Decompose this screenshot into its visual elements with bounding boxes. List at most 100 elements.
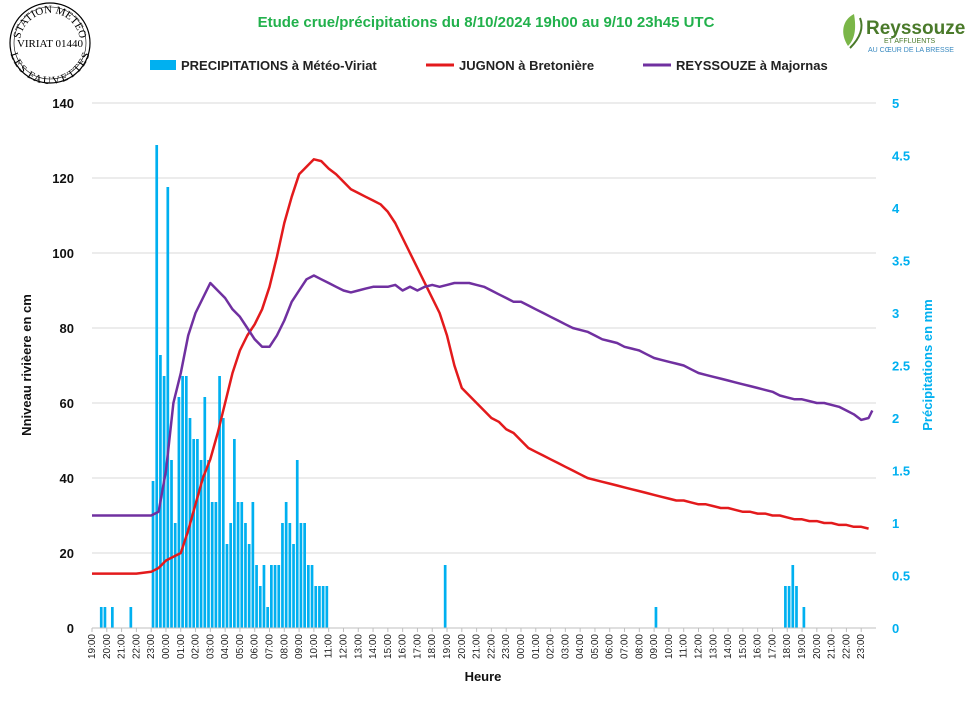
y-axis-left-ticks: 0 20 40 60 80 100 120 140: [52, 96, 74, 636]
x-tick-label: 21:00: [472, 634, 483, 659]
x-tick-label: 15:00: [383, 634, 394, 659]
logo-name: Reyssouze: [866, 18, 965, 39]
precip-bar: [196, 439, 199, 628]
chart-legend: PRECIPITATIONS à Météo-Viriat JUGNON à B…: [150, 58, 828, 73]
y-left-tick-label: 40: [60, 471, 74, 486]
x-axis-ticks: 19:00 20:00 21:00 22:00 23:00 00:00 01:00 02:00…: [87, 627, 876, 659]
y-right-tick-label: 3: [892, 306, 899, 321]
x-tick-label: 10:00: [309, 634, 320, 659]
precip-bar: [240, 502, 244, 628]
x-tick-label: 22:00: [486, 634, 497, 659]
precip-bar: [166, 187, 170, 628]
x-tick-label: 07:00: [265, 634, 276, 659]
precip-bar: [129, 607, 133, 628]
x-tick-label: 20:00: [457, 634, 468, 659]
precip-bar: [284, 502, 288, 628]
precip-bar: [443, 565, 447, 628]
y-left-tick-label: 60: [60, 396, 74, 411]
precip-bar: [299, 523, 303, 628]
x-tick-label: 17:00: [412, 634, 423, 659]
precip-bar: [184, 376, 188, 628]
x-tick-label: 23:00: [501, 634, 512, 659]
leaf-icon-2: [849, 17, 863, 49]
precip-bar: [255, 565, 258, 628]
x-tick-label: 03:00: [205, 634, 216, 659]
precip-bar: [225, 544, 229, 628]
jugnon-line: [92, 158, 869, 575]
x-tick-label: 19:00: [87, 634, 98, 659]
y-right-tick-label: 0: [892, 621, 899, 636]
stamp-middle-text: VIRIAT 01440: [17, 38, 84, 50]
precip-bar: [277, 565, 281, 628]
precip-bar: [292, 544, 295, 628]
precip-bar: [654, 607, 658, 628]
precip-bar: [310, 565, 314, 628]
x-tick-label: 11:00: [324, 634, 335, 659]
precip-bar: [214, 502, 218, 628]
precip-bar: [321, 586, 325, 628]
x-tick-label: 09:00: [294, 634, 305, 659]
x-tick-label: 10:00: [664, 634, 675, 659]
x-tick-label: 14:00: [723, 634, 734, 659]
precip-bar: [306, 565, 310, 628]
x-tick-label: 06:00: [605, 634, 616, 659]
precip-bar: [258, 586, 262, 628]
y-right-tick-label: 4: [892, 201, 900, 216]
y-right-tick-label: 0.5: [892, 569, 910, 584]
x-tick-label: 14:00: [368, 634, 379, 659]
x-tick-label: 18:00: [427, 634, 438, 659]
x-tick-label: 01:00: [531, 634, 542, 659]
y-right-tick-label: 5: [892, 96, 899, 111]
precip-bar: [233, 439, 236, 628]
stamp-top-text: STATION METEO: [11, 4, 88, 40]
y-left-tick-label: 0: [67, 621, 74, 636]
precip-bar: [210, 502, 214, 628]
y-axis-right-title: Précipitations en mm: [920, 299, 935, 430]
y-right-tick-label: 1: [892, 516, 899, 531]
x-tick-label: 13:00: [708, 634, 719, 659]
x-tick-label: 13:00: [353, 634, 364, 659]
reyssouze-logo: Reyssouze ET AFFLUENTS AU CŒUR DE LA BRE…: [843, 14, 965, 54]
precip-bar: [295, 460, 299, 628]
x-tick-label: 12:00: [338, 634, 349, 659]
precip-bar: [314, 586, 318, 628]
legend-label-jugnon: JUGNON à Bretonière: [459, 58, 594, 73]
precip-bar: [162, 376, 166, 628]
precip-bar: [787, 586, 791, 628]
y-left-tick-label: 80: [60, 321, 74, 336]
x-axis-title: Heure: [465, 669, 502, 684]
precip-bar: [177, 397, 181, 628]
precip-bar: [244, 523, 247, 628]
station-stamp: STATION METEO VIRIAT 01440 LES FAUVETTES: [8, 2, 92, 87]
y-right-tick-label: 1.5: [892, 464, 910, 479]
x-tick-label: 20:00: [812, 634, 823, 659]
x-tick-label: 16:00: [753, 634, 764, 659]
precip-bar: [110, 607, 114, 628]
x-tick-label: 08:00: [279, 634, 290, 659]
precip-bar: [99, 607, 103, 628]
x-tick-label: 06:00: [250, 634, 261, 659]
x-tick-label: 22:00: [131, 634, 142, 659]
precip-bar: [281, 523, 284, 628]
x-tick-label: 16:00: [398, 634, 409, 659]
precip-bar: [791, 565, 795, 628]
x-tick-label: 23:00: [856, 634, 867, 659]
y-right-tick-label: 2.5: [892, 359, 910, 374]
precip-bar: [181, 376, 184, 628]
precip-bar: [262, 565, 266, 628]
x-tick-label: 19:00: [797, 634, 808, 659]
x-tick-label: 07:00: [620, 634, 631, 659]
y-left-tick-label: 140: [52, 96, 74, 111]
precip-bars: [99, 145, 806, 628]
legend-label-reyssouze: REYSSOUZE à Majornas: [676, 58, 828, 73]
legend-label-precip: PRECIPITATIONS à Météo-Viriat: [181, 58, 377, 73]
precip-bar: [303, 523, 306, 628]
x-tick-label: 21:00: [827, 634, 838, 659]
precip-bar: [784, 586, 787, 628]
x-tick-label: 00:00: [161, 634, 172, 659]
reyssouze-line: [92, 274, 874, 517]
precip-bar: [802, 607, 806, 628]
precip-bar: [192, 439, 196, 628]
precip-bar: [273, 565, 277, 628]
